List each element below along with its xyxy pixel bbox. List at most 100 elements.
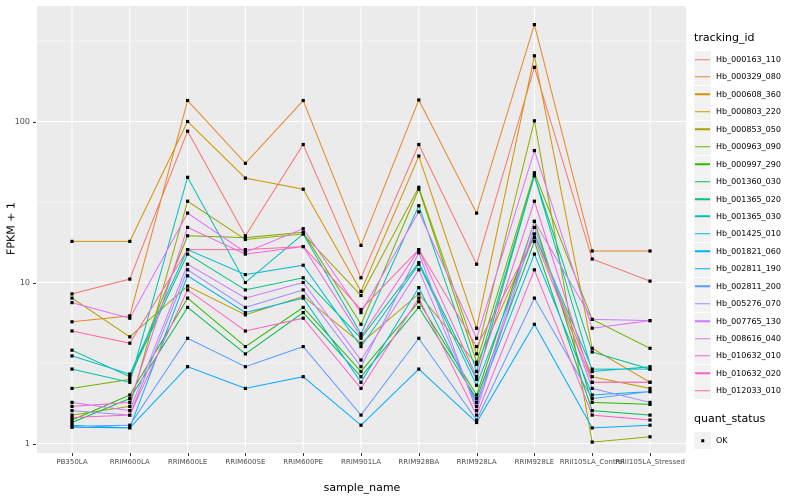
data-point: [128, 377, 132, 381]
data-point: [301, 311, 305, 315]
data-point: [417, 251, 421, 255]
data-point: [359, 276, 363, 280]
data-point: [301, 230, 305, 234]
data-point: [128, 277, 132, 281]
data-point: [532, 54, 536, 58]
data-point: [243, 365, 247, 369]
data-point: [70, 320, 74, 324]
data-point: [532, 232, 536, 236]
data-point: [648, 279, 652, 283]
legend-line-swatch: [695, 128, 710, 130]
legend-line-swatch: [695, 337, 710, 340]
data-point: [70, 409, 74, 413]
data-point: [70, 348, 74, 352]
x-tick-mark: [476, 453, 478, 456]
data-point: [359, 341, 363, 345]
data-point: [359, 311, 363, 315]
legend-line-swatch: [695, 233, 710, 235]
data-point: [475, 420, 479, 425]
data-point: [590, 369, 594, 374]
legend-line-swatch: [695, 93, 710, 96]
data-point: [359, 380, 363, 384]
y-tick-label: 100: [14, 117, 30, 126]
data-point: [532, 119, 536, 123]
data-point: [186, 305, 190, 309]
data-point: [359, 307, 363, 312]
data-point: [475, 362, 479, 366]
data-point: [648, 423, 652, 427]
legend-line-swatch: [695, 180, 710, 183]
data-point: [70, 239, 74, 243]
x-tick-label: RRIM901LA: [340, 458, 382, 466]
data-point: [359, 335, 363, 339]
plot-panel: [37, 6, 686, 453]
data-point: [70, 386, 74, 390]
data-point: [243, 248, 247, 252]
data-point: [359, 322, 363, 326]
x-tick-label: PB350LA: [56, 458, 88, 466]
data-point: [417, 98, 421, 102]
data-point: [532, 171, 536, 175]
data-point: [128, 335, 132, 339]
legend-title-tracking-id: tracking_id: [694, 31, 755, 44]
data-point: [243, 234, 247, 238]
data-point: [475, 336, 479, 340]
data-point: [243, 252, 247, 256]
data-point: [417, 268, 421, 272]
legend-entry: Hb_010632_020: [694, 364, 800, 382]
data-point: [475, 262, 479, 266]
data-point: [475, 369, 479, 374]
y-tick-mark: [33, 282, 36, 284]
legend-line-swatch: [695, 268, 710, 270]
data-point: [186, 252, 190, 256]
legend-line-swatch: [695, 215, 710, 218]
legend-key: [694, 242, 711, 260]
data-point: [128, 423, 132, 427]
data-point: [417, 210, 421, 214]
data-point: [417, 286, 421, 290]
x-tick-label: RRIM928LA: [456, 458, 497, 466]
data-point: [417, 185, 421, 189]
legend-label: Hb_000853_050: [716, 124, 781, 134]
data-point: [301, 288, 305, 292]
data-point: [243, 345, 247, 349]
data-point: [243, 296, 247, 300]
data-point: [128, 239, 132, 243]
x-tick-label: RRIM600PE: [283, 458, 324, 466]
legend-label: Hb_001365_030: [716, 211, 781, 221]
data-point: [475, 377, 479, 381]
x-tick-mark: [129, 453, 131, 456]
legend-key: [694, 68, 711, 86]
data-point: [648, 413, 652, 417]
data-point: [417, 305, 421, 309]
data-point: [243, 236, 247, 240]
data-point: [475, 393, 479, 397]
legend-label: Hb_001425_010: [716, 229, 781, 239]
data-point: [301, 187, 305, 191]
data-point: [243, 176, 247, 180]
data-point: [532, 219, 536, 223]
data-point: [475, 352, 479, 356]
data-point: [359, 375, 363, 379]
data-point: [70, 404, 74, 408]
data-point: [243, 352, 247, 356]
data-point: [128, 372, 132, 376]
legend-key: [694, 120, 711, 138]
data-point: [417, 142, 421, 147]
data-point: [359, 365, 363, 369]
data-point: [301, 142, 305, 147]
data-point: [186, 225, 190, 229]
x-tick-mark: [361, 453, 362, 456]
data-point: [475, 418, 479, 422]
legend: tracking_id Hb_000163_110 Hb_000329_080 Hb…: [694, 31, 800, 450]
data-point: [70, 301, 74, 305]
data-point: [186, 234, 190, 238]
data-point: [590, 386, 594, 390]
data-point: [243, 273, 247, 277]
data-point: [475, 360, 479, 364]
data-point: [532, 65, 536, 69]
data-point: [417, 296, 421, 300]
legend-label: Hb_000997_290: [716, 159, 781, 169]
legend-entry: Hb_001365_020: [694, 190, 800, 208]
data-point: [186, 98, 190, 103]
